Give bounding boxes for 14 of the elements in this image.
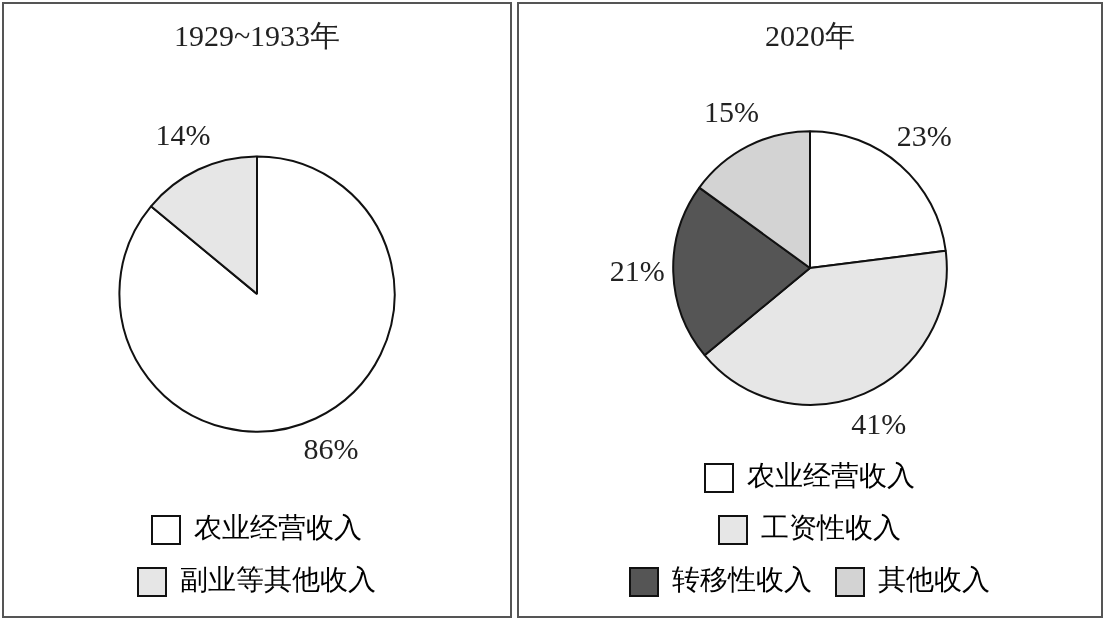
data-label: 14% xyxy=(155,117,211,151)
data-label: 21% xyxy=(609,254,665,288)
data-label: 15% xyxy=(704,94,760,128)
data-label: 41% xyxy=(851,407,907,441)
legend-label: 副业等其他收入 xyxy=(180,563,376,597)
legend-label: 农业经营收入 xyxy=(194,511,362,545)
chart-title: 1929~1933年 xyxy=(173,18,341,52)
legend-label: 转移性收入 xyxy=(672,563,812,597)
legend-label: 工资性收入 xyxy=(761,511,901,545)
data-label: 23% xyxy=(896,119,952,153)
legend-label: 农业经营收入 xyxy=(747,459,915,493)
chart-title: 2020年 xyxy=(765,18,855,52)
data-label: 86% xyxy=(303,431,359,465)
legend-label: 其他收入 xyxy=(878,563,990,597)
